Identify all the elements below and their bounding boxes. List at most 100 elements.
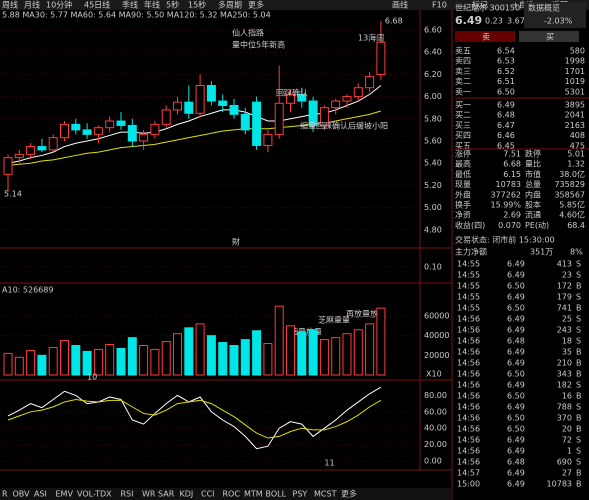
indicator-tab[interactable]: ASI <box>34 490 47 499</box>
toolbar-button[interactable]: +自选 <box>512 0 535 10</box>
book-level: 卖一 <box>455 87 471 96</box>
book-price: 6.45 <box>497 141 515 150</box>
ma-legend: 5.88 MA30: 5.77 MA60: 5.64 MA90: 5.50 MA… <box>2 11 271 20</box>
volume-bar <box>82 350 92 376</box>
osc-tick-label: 20.00 <box>424 440 447 449</box>
toolbar-button[interactable]: 标记 <box>472 0 488 10</box>
book-price: 6.54 <box>497 47 515 56</box>
stat-value: 5.85亿 <box>559 200 585 210</box>
volume-bar <box>308 329 318 376</box>
annotation: 再放量放量 <box>346 309 386 319</box>
buy-button-label: 买 <box>546 33 554 42</box>
price-tick-label: 5.00 <box>424 203 442 212</box>
trade-volume: 210 <box>557 359 572 368</box>
trade-volume: 788 <box>557 403 572 412</box>
candle-body <box>229 104 239 115</box>
volume-bar <box>14 356 24 376</box>
stat-value: 377262 <box>490 190 521 199</box>
annotation: 13海阔 <box>358 33 384 43</box>
candle-body <box>376 41 386 75</box>
volume-bar <box>274 305 284 376</box>
stat-label: 外盘 <box>455 189 471 199</box>
stat-value: 1.32 <box>567 160 585 169</box>
price-tick-label: 6.20 <box>424 70 442 79</box>
vol-tick-label: 60000 <box>424 312 449 321</box>
trade-price: 6.49 <box>507 447 525 456</box>
trade-time: 14:56 <box>457 403 480 412</box>
book-level: 买四 <box>455 131 471 140</box>
indicator-tab[interactable]: SAR <box>158 490 175 499</box>
toolbar-tab: 更多 <box>248 0 264 10</box>
indicator-tab[interactable]: RSI <box>121 490 134 499</box>
toolbar-tab: 45日线 <box>84 0 110 10</box>
candle-body <box>263 133 273 146</box>
candle-body <box>331 100 341 109</box>
volume-bar <box>297 331 307 376</box>
sell-button[interactable] <box>455 31 515 42</box>
change: 0.23 <box>485 17 503 26</box>
toolbar-tab: 周线 <box>2 0 18 10</box>
indicator-tab[interactable]: ROC <box>223 490 241 499</box>
toolbar-button[interactable]: F10 <box>432 1 447 10</box>
trade-price: 6.49 <box>507 326 525 335</box>
trade-price: 6.50 <box>507 282 525 291</box>
volume-bar <box>37 354 47 376</box>
candle-body <box>161 109 171 125</box>
book-level: 买五 <box>455 141 471 150</box>
candle-body <box>105 120 115 129</box>
book-price: 6.48 <box>497 111 515 120</box>
indicator-tab[interactable]: MCST <box>314 490 337 499</box>
toolbar-tab: 10分钟 <box>46 0 72 10</box>
toolbar-button[interactable]: 画线 <box>392 0 408 10</box>
indicator-tab[interactable]: BOLL <box>266 490 287 499</box>
candle-body <box>218 100 228 106</box>
mid-tick-label: 0.10 <box>424 263 442 272</box>
book-volume: 475 <box>570 141 585 150</box>
indicator-tab[interactable]: CCI <box>201 490 215 499</box>
trade-volume: 72 <box>562 436 572 445</box>
stat-value: 15.99% <box>490 201 521 210</box>
book-level: 买一 <box>455 101 471 110</box>
candle-body <box>353 87 363 98</box>
osc-tick-label: 0.00 <box>424 457 442 466</box>
trade-side: S <box>576 381 581 390</box>
badge-bg <box>524 2 586 28</box>
vol-unit: X10 <box>426 370 442 379</box>
trade-price: 6.50 <box>507 392 525 401</box>
annotation: 仙人指路 <box>232 28 264 38</box>
volume-bar <box>93 348 103 376</box>
volume-bar <box>71 345 81 376</box>
indicator-tab[interactable]: PSY <box>293 490 308 499</box>
indicator-tab[interactable]: KDJ <box>180 490 194 499</box>
stat-value: 7.51 <box>503 150 521 159</box>
trade-time: 14:56 <box>457 436 480 445</box>
vol-tick-label: 40000 <box>424 331 449 340</box>
stat-value: 5.01 <box>567 150 585 159</box>
volume-bar <box>353 329 363 376</box>
indicator-tab[interactable]: OBV <box>13 490 31 499</box>
trade-volume: 179 <box>557 293 572 302</box>
indicator-tab[interactable]: WR <box>142 490 156 499</box>
trade-time: 14:56 <box>457 348 480 357</box>
stat-label: 跌停 <box>525 149 541 159</box>
buy-button[interactable] <box>519 31 579 42</box>
toolbar-tab: 季线 <box>122 0 138 10</box>
volume-bar <box>105 344 115 376</box>
stat-label: 内盘 <box>525 189 541 199</box>
indicator-tab[interactable]: 更多 <box>341 489 357 499</box>
stat-label: PE(动) <box>525 220 549 230</box>
indicator-tab[interactable]: EMV <box>56 490 74 499</box>
indicator-tab[interactable]: MTM <box>244 490 263 499</box>
trade-volume: 172 <box>557 282 572 291</box>
trade-side: B <box>576 425 582 434</box>
trade-side: S <box>576 315 581 324</box>
volume-bar <box>48 346 58 376</box>
indicator-tab[interactable]: R <box>2 490 8 499</box>
stat-value: 4.60亿 <box>559 210 585 220</box>
trade-time: 14:56 <box>457 359 480 368</box>
trade-time: 14:55 <box>457 304 480 313</box>
trade-side: S <box>576 458 581 467</box>
indicator-tab[interactable]: VOL-TDX <box>77 490 112 499</box>
volume-bar <box>365 323 375 376</box>
